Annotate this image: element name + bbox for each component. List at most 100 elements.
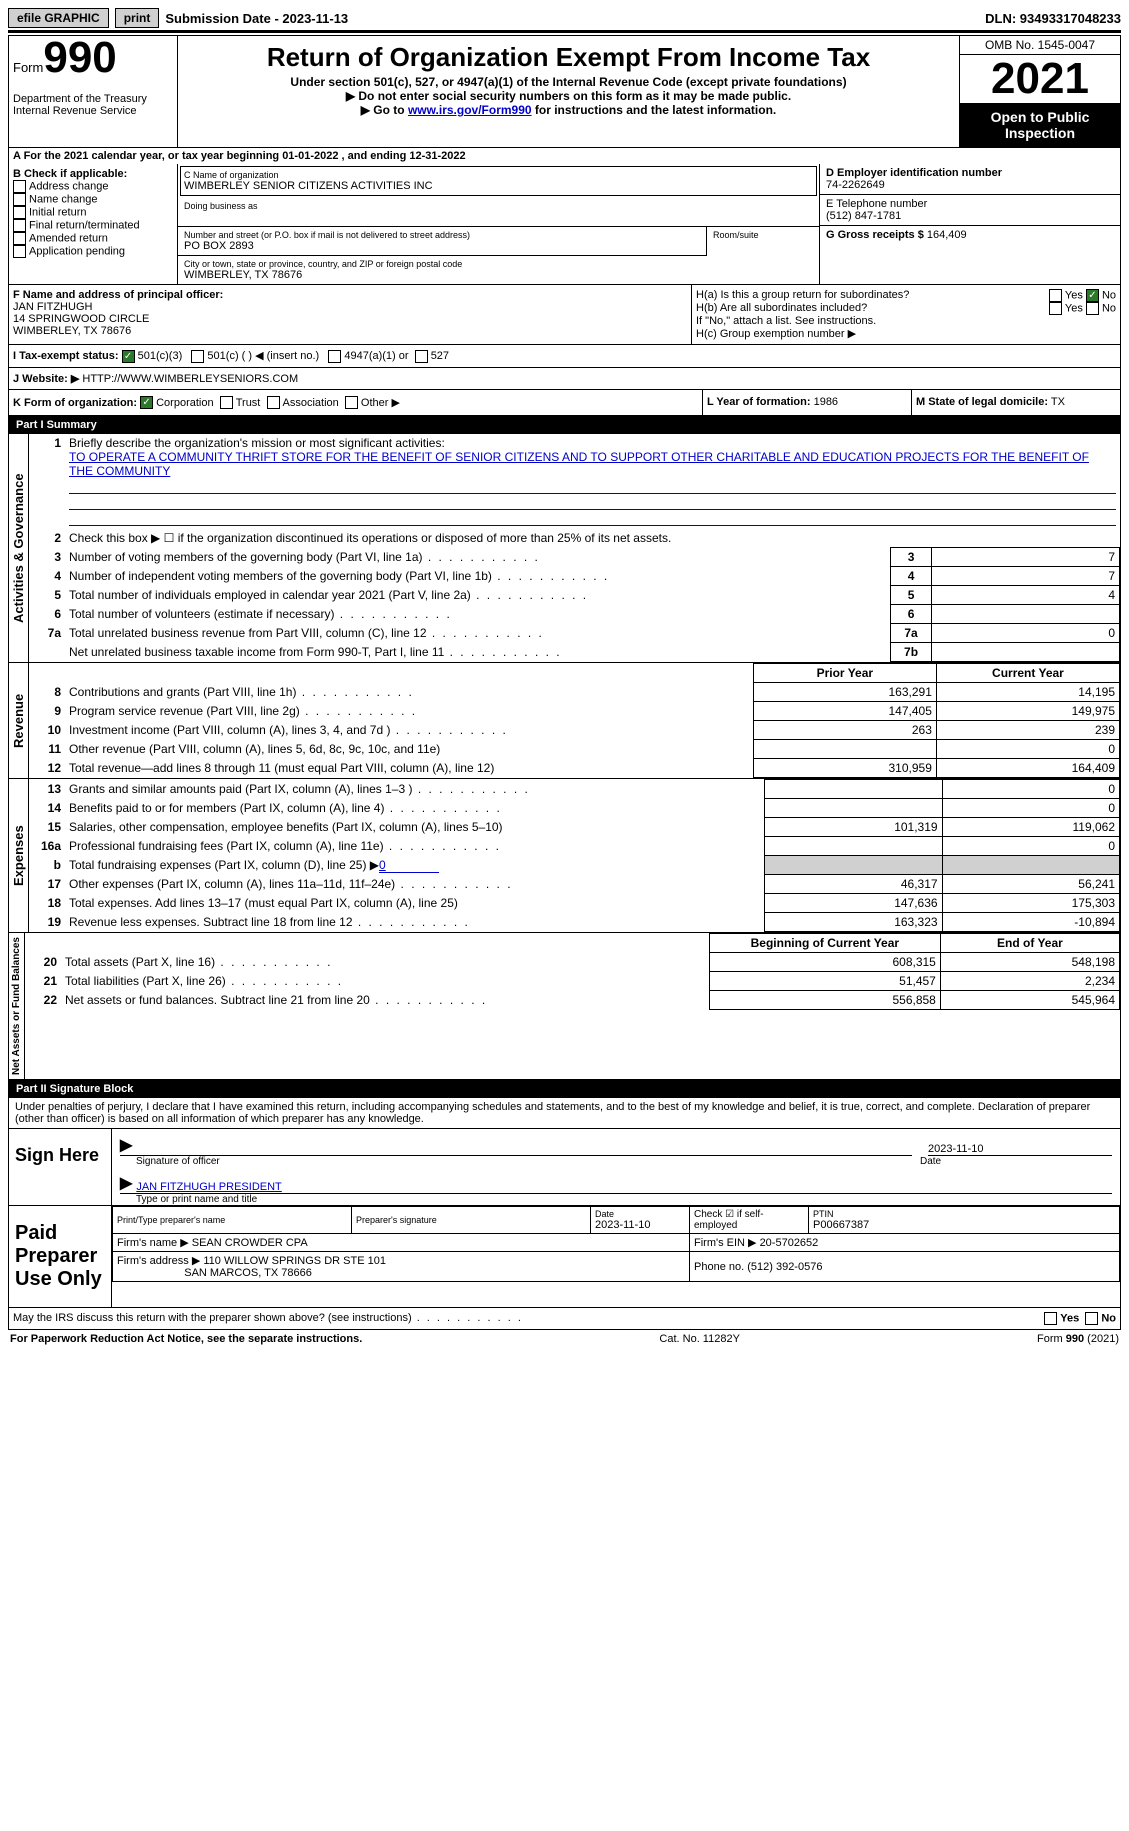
lbl-final-return: Final return/terminated: [29, 219, 140, 231]
firm-addr-label: Firm's address ▶: [117, 1255, 200, 1267]
check-4947[interactable]: [328, 350, 341, 363]
discuss-yes[interactable]: [1044, 1312, 1057, 1325]
l17: Other expenses (Part IX, column (A), lin…: [65, 875, 765, 894]
l3: Number of voting members of the governin…: [65, 548, 891, 567]
org-city: WIMBERLEY, TX 78676: [184, 269, 813, 281]
p18: 147,636: [765, 894, 942, 913]
p21: 51,457: [709, 972, 940, 991]
l11: Other revenue (Part VIII, column (A), li…: [65, 740, 753, 759]
hb-yes[interactable]: [1049, 302, 1062, 315]
c16b: [942, 856, 1119, 875]
c10: 239: [936, 721, 1119, 740]
hb-label: H(b) Are all subordinates included?: [696, 302, 867, 315]
check-corp[interactable]: [140, 396, 153, 409]
g-label: G Gross receipts $: [826, 229, 924, 241]
check-amended[interactable]: [13, 232, 26, 245]
p9: 147,405: [753, 702, 936, 721]
check-assoc[interactable]: [267, 396, 280, 409]
firm-name: SEAN CROWDER CPA: [192, 1237, 308, 1249]
check-initial-return[interactable]: [13, 206, 26, 219]
firm-phone: (512) 392-0576: [747, 1261, 822, 1273]
officer-name: JAN FITZHUGH: [13, 301, 687, 313]
lbl-address-change: Address change: [29, 180, 109, 192]
hdr-curr: Current Year: [936, 664, 1119, 683]
c11: 0: [936, 740, 1119, 759]
section-b-label: B Check if applicable:: [13, 168, 173, 180]
note-goto-pre: ▶ Go to: [361, 103, 408, 117]
may-irs-discuss: May the IRS discuss this return with the…: [13, 1312, 523, 1325]
discuss-no[interactable]: [1085, 1312, 1098, 1325]
check-501c3[interactable]: [122, 350, 135, 363]
l18: Total expenses. Add lines 13–17 (must eq…: [65, 894, 765, 913]
ha-no[interactable]: [1086, 289, 1099, 302]
form-label: Form: [13, 60, 43, 75]
entity-info: B Check if applicable: Address change Na…: [8, 164, 1121, 285]
cat-no: Cat. No. 11282Y: [659, 1333, 740, 1345]
firm-addr2: SAN MARCOS, TX 78666: [184, 1267, 312, 1279]
addr-label: Number and street (or P.O. box if mail i…: [184, 230, 700, 240]
org-address: PO BOX 2893: [184, 240, 700, 252]
type-name-label: Type or print name and title: [136, 1194, 1120, 1205]
p14: [765, 799, 942, 818]
tax-year: 2021: [960, 55, 1120, 103]
l1-label: Briefly describe the organization's miss…: [69, 436, 445, 450]
top-bar: efile GRAPHIC print Submission Date - 20…: [8, 8, 1121, 28]
officer-printed: JAN FITZHUGH PRESIDENT: [136, 1181, 281, 1193]
pp-date-label: Date: [595, 1209, 685, 1219]
l13: Grants and similar amounts paid (Part IX…: [65, 780, 765, 799]
efile-badge: efile GRAPHIC: [8, 8, 109, 28]
form-subtitle: Under section 501(c), 527, or 4947(a)(1)…: [182, 75, 955, 89]
perjury-declaration: Under penalties of perjury, I declare th…: [8, 1098, 1121, 1129]
state-domicile: TX: [1051, 396, 1065, 408]
check-address-change[interactable]: [13, 180, 26, 193]
lbl-app-pending: Application pending: [29, 245, 125, 257]
l8: Contributions and grants (Part VIII, lin…: [65, 683, 753, 702]
check-name-change[interactable]: [13, 193, 26, 206]
d-label: D Employer identification number: [826, 167, 1114, 179]
city-label: City or town, state or province, country…: [184, 259, 813, 269]
officer-addr2: WIMBERLEY, TX 78676: [13, 325, 687, 337]
sign-here-label: Sign Here: [9, 1129, 112, 1205]
officer-addr1: 14 SPRINGWOOD CIRCLE: [13, 313, 687, 325]
side-activities: Activities & Governance: [9, 434, 28, 662]
part1-header: Part I Summary: [8, 416, 1121, 434]
check-final-return[interactable]: [13, 219, 26, 232]
part2-header: Part II Signature Block: [8, 1080, 1121, 1098]
l7b: Net unrelated business taxable income fr…: [65, 643, 891, 662]
m-label: M State of legal domicile:: [916, 396, 1048, 408]
l21: Total liabilities (Part X, line 26): [61, 972, 709, 991]
opt-trust: Trust: [236, 397, 261, 409]
date-label: Date: [920, 1156, 1120, 1167]
side-netassets: Net Assets or Fund Balances: [9, 933, 24, 1079]
l22: Net assets or fund balances. Subtract li…: [61, 991, 709, 1010]
pra-notice: For Paperwork Reduction Act Notice, see …: [10, 1333, 362, 1345]
omb-number: OMB No. 1545-0047: [960, 36, 1120, 55]
i-label: I Tax-exempt status:: [13, 350, 119, 362]
check-501c[interactable]: [191, 350, 204, 363]
f-label: F Name and address of principal officer:: [13, 289, 687, 301]
submission-date: Submission Date - 2023-11-13: [165, 11, 348, 26]
l5: Total number of individuals employed in …: [65, 586, 891, 605]
hb-no[interactable]: [1086, 302, 1099, 315]
check-other[interactable]: [345, 396, 358, 409]
check-527[interactable]: [415, 350, 428, 363]
l10: Investment income (Part VIII, column (A)…: [65, 721, 753, 740]
opt-4947: 4947(a)(1) or: [344, 350, 408, 362]
v5: 4: [932, 586, 1120, 605]
check-trust[interactable]: [220, 396, 233, 409]
v4: 7: [932, 567, 1120, 586]
ha-yes[interactable]: [1049, 289, 1062, 302]
hdr-beg: Beginning of Current Year: [709, 934, 940, 953]
p11: [753, 740, 936, 759]
form-title: Return of Organization Exempt From Incom…: [182, 42, 955, 73]
print-button[interactable]: print: [115, 8, 160, 28]
period-line: A For the 2021 calendar year, or tax yea…: [8, 148, 1121, 164]
form-footer: Form 990 (2021): [1037, 1333, 1119, 1345]
c14: 0: [942, 799, 1119, 818]
c20: 548,198: [940, 953, 1119, 972]
ptin-label: PTIN: [813, 1209, 1115, 1219]
ein: 74-2262649: [826, 179, 1114, 191]
v7b: [932, 643, 1120, 662]
irs-link[interactable]: www.irs.gov/Form990: [408, 103, 532, 117]
check-app-pending[interactable]: [13, 245, 26, 258]
